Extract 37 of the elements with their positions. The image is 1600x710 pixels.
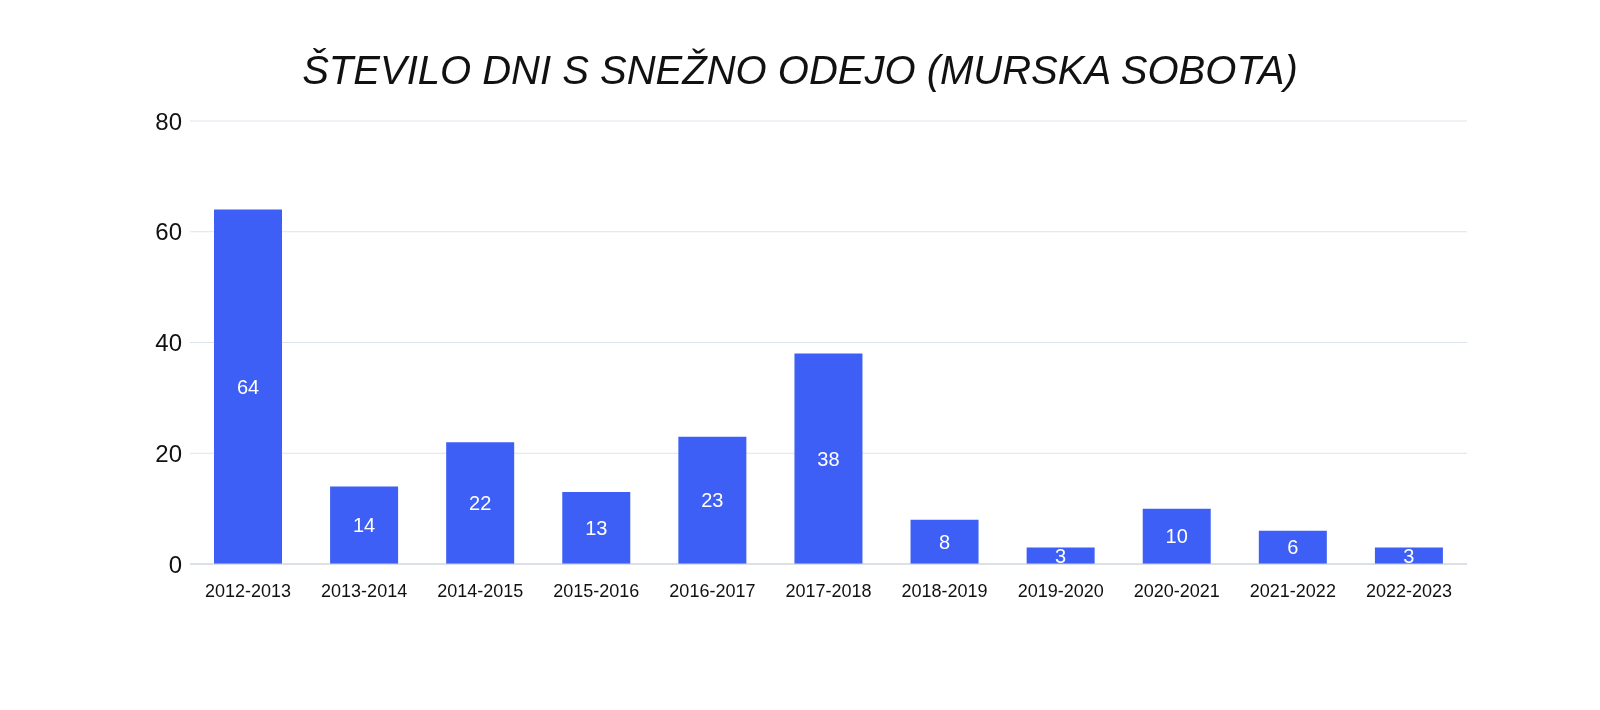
x-tick-label: 2019-2020	[1017, 580, 1104, 601]
y-tick-label: 0	[168, 550, 182, 578]
x-tick-label: 2022-2023	[1365, 580, 1452, 601]
data-label: 13	[585, 517, 608, 540]
bar	[794, 353, 863, 564]
x-tick-label: 2021-2022	[1249, 580, 1336, 601]
data-label: 14	[352, 514, 376, 537]
x-tick-label: 2016-2017	[669, 580, 756, 601]
x-tick-label: 2013-2014	[321, 580, 408, 601]
data-label: 38	[817, 447, 840, 470]
x-tick-label: 2015-2016	[553, 580, 640, 601]
bar	[1258, 530, 1327, 564]
y-tick-label: 60	[155, 218, 182, 246]
data-label: 23	[701, 489, 724, 512]
data-label: 3	[1055, 544, 1067, 567]
data-label: 8	[938, 530, 951, 553]
x-tick-label: 2014-2015	[437, 580, 524, 601]
x-tick-label: 2012-2013	[205, 580, 292, 601]
data-label: 22	[469, 492, 492, 515]
chart-title: ŠTEVILO DNI S SNEŽNO ODEJO (MURSKA SOBOTA)	[301, 48, 1299, 93]
bar	[678, 436, 747, 564]
y-tick-label: 40	[155, 329, 182, 357]
bar	[562, 492, 631, 564]
x-tick-label: 2020-2021	[1133, 580, 1220, 601]
x-tick-label: 2017-2018	[785, 580, 872, 601]
data-label: 64	[236, 375, 260, 398]
y-tick-label: 80	[155, 107, 182, 135]
x-tick-label: 2018-2019	[901, 580, 988, 601]
bar	[910, 519, 979, 564]
bar	[214, 209, 282, 564]
data-label: 6	[1287, 536, 1299, 559]
bar	[446, 442, 515, 564]
y-tick-label: 20	[155, 439, 182, 467]
bar	[1142, 508, 1211, 564]
data-label: 3	[1403, 544, 1415, 567]
bar	[330, 486, 399, 564]
data-label: 10	[1165, 525, 1188, 548]
